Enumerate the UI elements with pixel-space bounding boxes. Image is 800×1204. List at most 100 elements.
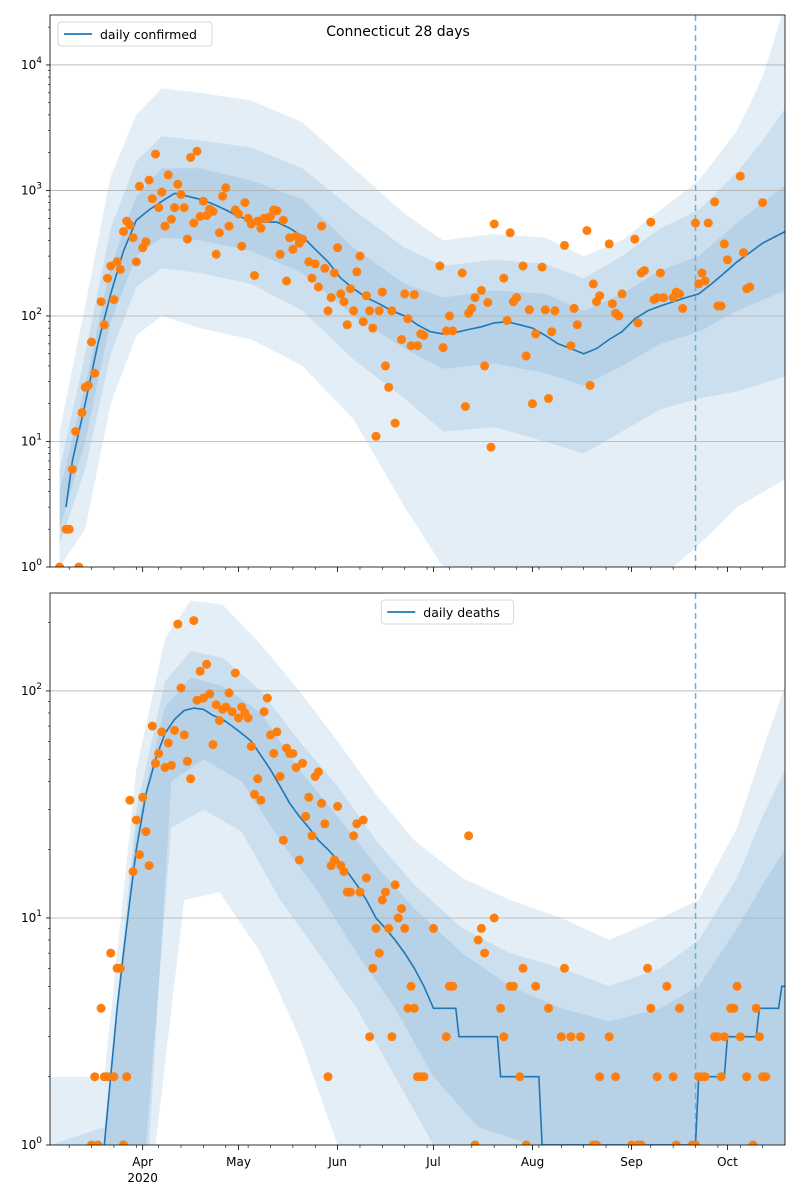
- deaths-data-point: [646, 1003, 656, 1013]
- confirmed-data-point: [74, 562, 84, 567]
- deaths-data-point: [716, 1072, 726, 1082]
- deaths-data-point: [700, 1072, 710, 1082]
- deaths-x-tick-label: Jul: [425, 1155, 440, 1169]
- deaths-data-point: [208, 740, 218, 750]
- confirmed-data-point: [96, 297, 106, 307]
- confirmed-data-point: [173, 179, 183, 189]
- confirmed-data-point: [214, 228, 224, 238]
- confirmed-data-point: [655, 268, 665, 278]
- confirmed-data-point: [198, 196, 208, 206]
- confirmed-data-point: [595, 291, 605, 301]
- confirmed-data-point: [160, 221, 170, 231]
- deaths-data-point: [224, 688, 234, 698]
- confirmed-data-point: [77, 408, 87, 418]
- confirmed-data-point: [371, 431, 381, 441]
- confirmed-data-point: [374, 306, 384, 316]
- confirmed-data-point: [588, 279, 598, 289]
- confirmed-data-point: [413, 341, 422, 351]
- confirmed-data-point: [512, 293, 522, 303]
- confirmed-data-point: [256, 223, 266, 233]
- confirmed-data-point: [441, 326, 451, 336]
- deaths-data-point: [406, 981, 416, 991]
- confirmed-data-point: [186, 153, 196, 162]
- deaths-data-point: [409, 1003, 419, 1013]
- confirmed-data-point: [355, 251, 365, 261]
- confirmed-y-tick-label: 104: [21, 56, 42, 72]
- deaths-data-point: [403, 1003, 413, 1013]
- deaths-data-point: [611, 1072, 621, 1082]
- deaths-x-tick-label: May: [226, 1155, 251, 1169]
- deaths-data-point: [713, 1032, 723, 1042]
- deaths-data-point: [544, 1003, 553, 1013]
- deaths-data-point: [317, 798, 327, 808]
- deaths-x-tick-sublabel: 2020: [127, 1171, 158, 1185]
- confirmed-y-tick-label: 101: [21, 432, 42, 448]
- deaths-data-point: [508, 981, 518, 991]
- deaths-data-point: [147, 721, 157, 731]
- confirmed-data-point: [329, 268, 339, 278]
- deaths-data-point: [186, 774, 196, 784]
- deaths-data-point: [448, 981, 458, 991]
- deaths-data-point: [221, 702, 231, 712]
- confirmed-data-point: [192, 146, 202, 156]
- confirmed-data-point: [128, 233, 138, 243]
- confirmed-data-point: [144, 175, 154, 185]
- confirmed-data-point: [544, 394, 553, 403]
- deaths-data-point: [298, 758, 307, 768]
- deaths-data-point: [291, 763, 301, 772]
- deaths-data-point: [521, 1140, 531, 1145]
- deaths-x-tick-label: Apr: [132, 1155, 153, 1169]
- deaths-data-point: [259, 707, 269, 717]
- confirmed-data-point: [250, 271, 259, 280]
- confirmed-data-point: [345, 284, 355, 294]
- deaths-series-line: [103, 707, 785, 1145]
- deaths-data-point: [381, 887, 390, 897]
- deaths-data-point: [515, 1072, 525, 1082]
- confirmed-data-point: [735, 171, 745, 181]
- confirmed-data-point: [703, 218, 713, 228]
- confirmed-data-point: [476, 285, 486, 295]
- deaths-data-point: [518, 963, 528, 973]
- confirmed-data-point: [691, 218, 700, 228]
- confirmed-data-point: [71, 427, 81, 436]
- deaths-y-tick-label: 102: [21, 682, 42, 698]
- deaths-data-point: [751, 1003, 761, 1013]
- confirmed-data-point: [403, 314, 413, 324]
- deaths-legend-box: [380, 599, 515, 625]
- confirmed-data-point: [218, 191, 228, 201]
- confirmed-data-point: [90, 368, 100, 378]
- deaths-data-point: [489, 913, 499, 923]
- deaths-data-point: [182, 756, 192, 766]
- confirmed-data-point: [317, 221, 327, 231]
- deaths-data-point: [288, 749, 298, 758]
- confirmed-data-point: [639, 266, 649, 276]
- deaths-data-point: [272, 727, 282, 737]
- confirmed-y-tick-label: 103: [21, 181, 42, 197]
- deaths-data-point: [250, 789, 259, 799]
- deaths-data-point: [189, 616, 199, 626]
- confirmed-data-point: [170, 203, 180, 213]
- confirmed-legend: daily confirmed: [57, 21, 213, 47]
- deaths-x-tick-label: Oct: [717, 1155, 738, 1169]
- confirmed-data-point: [141, 237, 151, 247]
- deaths-data-point: [320, 819, 330, 829]
- confirmed-data-point: [151, 149, 160, 159]
- confirmed-data-point: [154, 203, 164, 213]
- confirmed-data-point: [115, 264, 125, 274]
- deaths-data-point: [371, 923, 381, 933]
- deaths-data-point: [636, 1140, 646, 1145]
- confirmed-data-point: [377, 287, 387, 297]
- confirmed-data-point: [406, 341, 416, 351]
- confirmed-data-point: [336, 289, 346, 299]
- confirmed-data-point: [352, 267, 362, 277]
- deaths-data-point: [732, 981, 742, 991]
- confirmed-data-point: [224, 221, 234, 231]
- confirmed-data-point: [365, 306, 375, 316]
- deaths-band-inner: [104, 677, 785, 1145]
- confirmed-data-point: [499, 273, 509, 283]
- deaths-data-point: [176, 683, 186, 693]
- deaths-data-point: [419, 1072, 429, 1082]
- confirmed-data-point: [288, 244, 298, 254]
- deaths-data-point: [90, 1072, 100, 1082]
